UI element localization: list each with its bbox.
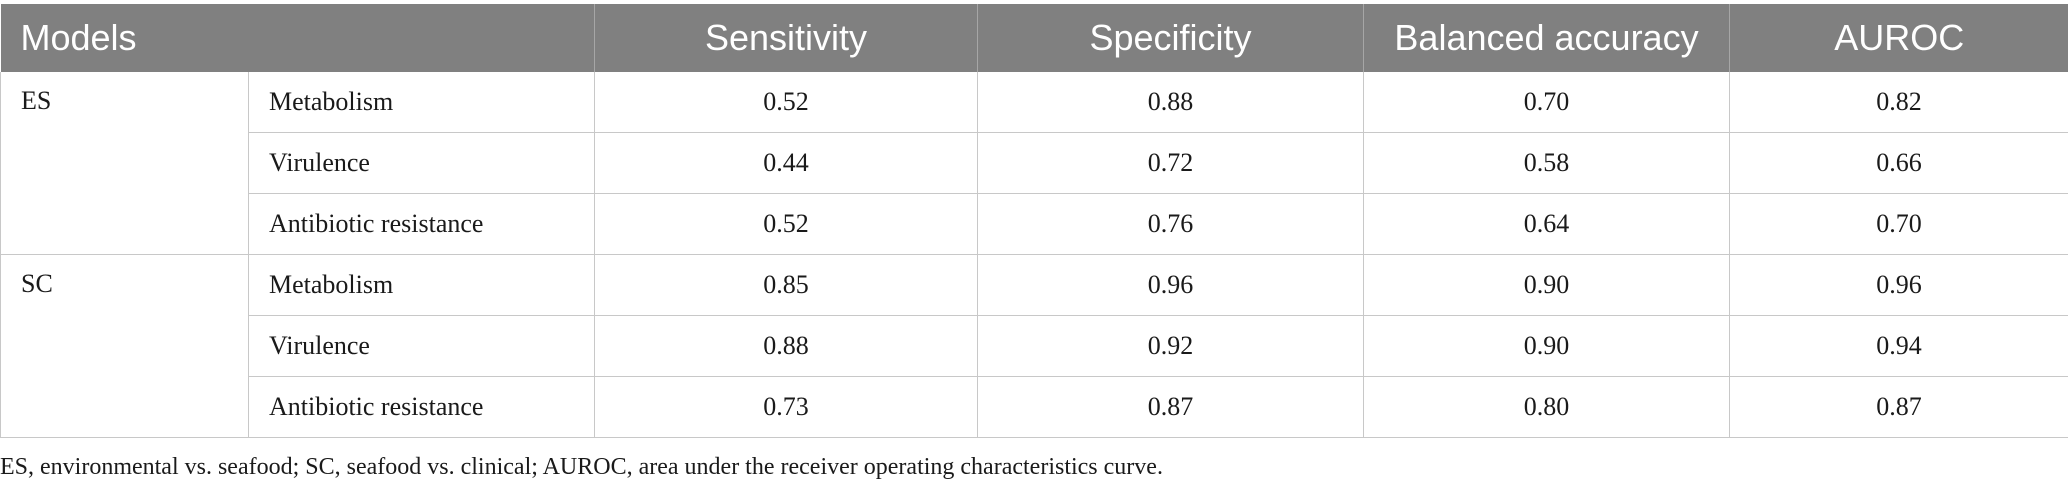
cell-balanced-accuracy: 0.80: [1363, 376, 1730, 438]
table-row: Antibiotic resistance 0.73 0.87 0.80 0.8…: [1, 376, 2068, 438]
table-row: SC Metabolism 0.85 0.96 0.90 0.96: [0, 254, 2068, 438]
cell-sensitivity: 0.52: [594, 72, 978, 133]
row-label: Virulence: [248, 315, 595, 377]
header-specificity: Specificity: [977, 4, 1364, 72]
header-sensitivity: Sensitivity: [594, 4, 978, 72]
row-label: Antibiotic resistance: [248, 193, 595, 255]
cell-auroc: 0.82: [1729, 72, 2068, 133]
cell-specificity: 0.76: [977, 193, 1364, 255]
cell-sensitivity: 0.85: [594, 254, 978, 316]
table-row: Antibiotic resistance 0.52 0.76 0.64 0.7…: [1, 193, 2068, 255]
cell-auroc: 0.70: [1729, 193, 2068, 255]
cell-auroc: 0.87: [1729, 376, 2068, 438]
cell-auroc: 0.94: [1729, 315, 2068, 377]
table-row: Virulence 0.44 0.72 0.58 0.66: [1, 132, 2068, 194]
cell-balanced-accuracy: 0.70: [1363, 72, 1730, 133]
cell-auroc: 0.66: [1729, 132, 2068, 194]
cell-specificity: 0.88: [977, 72, 1364, 133]
row-label: Metabolism: [248, 72, 595, 133]
results-table: Models Sensitivity Specificity Balanced …: [0, 4, 2068, 438]
cell-balanced-accuracy: 0.58: [1363, 132, 1730, 194]
cell-specificity: 0.87: [977, 376, 1364, 438]
header-models: Models: [0, 4, 595, 72]
cell-balanced-accuracy: 0.64: [1363, 193, 1730, 255]
table-row: ES Metabolism 0.52 0.88 0.70 0.82: [0, 72, 2068, 255]
row-label: Antibiotic resistance: [248, 376, 595, 438]
cell-auroc: 0.96: [1729, 254, 2068, 316]
cell-specificity: 0.72: [977, 132, 1364, 194]
cell-sensitivity: 0.73: [594, 376, 978, 438]
header-balanced-accuracy: Balanced accuracy: [1363, 4, 1730, 72]
group-label-sc: SC: [0, 254, 249, 438]
header-auroc: AUROC: [1729, 4, 2068, 72]
cell-specificity: 0.96: [977, 254, 1364, 316]
table-row: Virulence 0.88 0.92 0.90 0.94: [1, 315, 2068, 377]
cell-balanced-accuracy: 0.90: [1363, 315, 1730, 377]
cell-specificity: 0.92: [977, 315, 1364, 377]
group-label-es: ES: [0, 72, 249, 255]
cell-sensitivity: 0.52: [594, 193, 978, 255]
row-label: Metabolism: [248, 254, 595, 316]
cell-sensitivity: 0.44: [594, 132, 978, 194]
cell-balanced-accuracy: 0.90: [1363, 254, 1730, 316]
table-footnote: ES, environmental vs. seafood; SC, seafo…: [0, 454, 1163, 480]
row-label: Virulence: [248, 132, 595, 194]
header-row: Models Sensitivity Specificity Balanced …: [0, 4, 2068, 72]
cell-sensitivity: 0.88: [594, 315, 978, 377]
